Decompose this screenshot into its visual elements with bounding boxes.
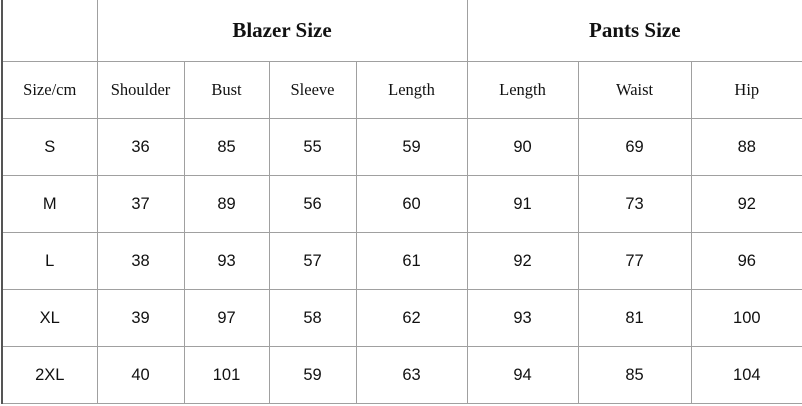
measurement-cell: 69 <box>577 118 692 176</box>
measurement-cell: 38 <box>96 232 185 290</box>
measurement-cell: 92 <box>690 175 802 233</box>
measurement-cell: 63 <box>355 346 468 404</box>
size-label-cell: 2XL <box>1 346 98 404</box>
measurement-cell: 85 <box>183 118 270 176</box>
column-header: Length <box>355 61 468 119</box>
measurement-cell: 59 <box>355 118 468 176</box>
measurement-cell: 85 <box>577 346 692 404</box>
measurement-cell: 104 <box>690 346 802 404</box>
column-header: Sleeve <box>268 61 357 119</box>
measurement-cell: 36 <box>96 118 185 176</box>
measurement-cell: 96 <box>690 232 802 290</box>
column-header: Waist <box>577 61 692 119</box>
column-header: Bust <box>183 61 270 119</box>
measurement-cell: 62 <box>355 289 468 347</box>
column-header-row: Size/cm Shoulder Bust Sleeve Length Length Wai… <box>1 61 802 119</box>
table-row: 2XL 40 101 59 63 94 85 104 <box>1 346 802 404</box>
size-label-cell: L <box>1 232 98 290</box>
measurement-cell: 39 <box>96 289 185 347</box>
measurement-cell: 91 <box>466 175 579 233</box>
measurement-cell: 92 <box>466 232 579 290</box>
size-label-cell: XL <box>1 289 98 347</box>
column-header: Shoulder <box>96 61 185 119</box>
table-row: L 38 93 57 61 92 77 96 <box>1 232 802 290</box>
measurement-cell: 73 <box>577 175 692 233</box>
measurement-cell: 40 <box>96 346 185 404</box>
empty-corner-cell <box>1 0 98 62</box>
measurement-cell: 60 <box>355 175 468 233</box>
measurement-cell: 97 <box>183 289 270 347</box>
measurement-cell: 81 <box>577 289 692 347</box>
size-label-cell: M <box>1 175 98 233</box>
group-header-row: Blazer Size Pants Size <box>1 0 802 62</box>
measurement-cell: 93 <box>466 289 579 347</box>
measurement-cell: 57 <box>268 232 357 290</box>
column-header: Length <box>466 61 579 119</box>
size-label-cell: S <box>1 118 98 176</box>
table-row: XL 39 97 58 62 93 81 100 <box>1 289 802 347</box>
measurement-cell: 61 <box>355 232 468 290</box>
measurement-cell: 58 <box>268 289 357 347</box>
measurement-cell: 93 <box>183 232 270 290</box>
measurement-cell: 90 <box>466 118 579 176</box>
measurement-cell: 89 <box>183 175 270 233</box>
pants-size-header: Pants Size <box>466 0 802 62</box>
measurement-cell: 94 <box>466 346 579 404</box>
measurement-cell: 56 <box>268 175 357 233</box>
table-row: M 37 89 56 60 91 73 92 <box>1 175 802 233</box>
measurement-cell: 59 <box>268 346 357 404</box>
measurement-cell: 55 <box>268 118 357 176</box>
measurement-cell: 77 <box>577 232 692 290</box>
measurement-cell: 37 <box>96 175 185 233</box>
measurement-cell: 101 <box>183 346 270 404</box>
table-row: S 36 85 55 59 90 69 88 <box>1 118 802 176</box>
column-header: Hip <box>690 61 802 119</box>
measurement-cell: 100 <box>690 289 802 347</box>
blazer-size-header: Blazer Size <box>96 0 468 62</box>
measurement-cell: 88 <box>690 118 802 176</box>
column-header: Size/cm <box>1 61 98 119</box>
